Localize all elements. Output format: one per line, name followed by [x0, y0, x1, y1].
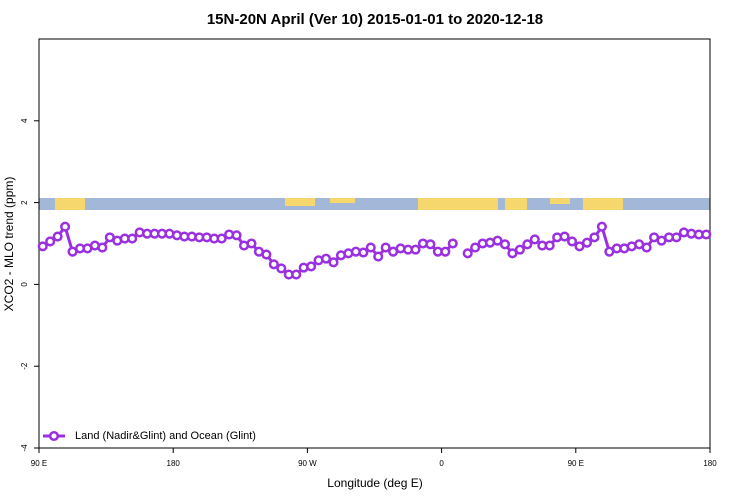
point [581, 237, 593, 248]
y-tick-label: -2 [20, 362, 29, 370]
point [529, 234, 540, 245]
point [216, 233, 227, 244]
point [373, 251, 384, 262]
point [291, 269, 302, 280]
x-tick-label: 90 E [568, 459, 584, 468]
y-tick-label: 0 [20, 282, 29, 287]
point [447, 238, 458, 249]
x-axis-label: Longitude (deg E) [327, 476, 422, 490]
point [45, 236, 56, 247]
point [567, 236, 578, 247]
point [37, 241, 48, 252]
point [97, 242, 108, 253]
map-strip [39, 198, 710, 210]
point [440, 246, 451, 257]
point [231, 230, 242, 241]
x-tick-label: 90 E [31, 459, 47, 468]
point [544, 240, 555, 251]
point [410, 244, 421, 255]
y-axis-label: XCO2 - MLO trend (ppm) [2, 177, 16, 312]
chart-title: 15N-20N April (Ver 10) 2015-01-01 to 202… [207, 11, 543, 28]
legend-marker [48, 430, 60, 442]
point [559, 231, 570, 242]
point [425, 239, 436, 250]
y-tick-label: 4 [20, 118, 29, 123]
x-tick-label: 180 [167, 459, 181, 468]
x-tick-label: 0 [439, 459, 444, 468]
point [596, 221, 607, 232]
point [268, 259, 279, 270]
point [462, 248, 473, 259]
point [507, 248, 518, 259]
legend-label: Land (Nadir&Glint) and Ocean (Glint) [75, 430, 256, 442]
point [261, 249, 272, 260]
point [499, 239, 511, 250]
plot-frame [38, 38, 711, 449]
point [492, 235, 503, 246]
point [127, 233, 138, 244]
point [306, 261, 317, 272]
x-tick-label: 180 [703, 459, 717, 468]
point [522, 239, 533, 250]
y-tick-label: 2 [20, 200, 29, 205]
point [276, 263, 287, 274]
point [641, 242, 652, 253]
point [328, 257, 339, 268]
point [671, 232, 682, 243]
point [380, 242, 391, 253]
point [320, 253, 332, 264]
point [470, 242, 481, 253]
point [358, 247, 369, 258]
point [365, 242, 376, 253]
point [589, 232, 600, 243]
point [514, 244, 525, 255]
point [246, 238, 257, 249]
x-tick-label: 90 W [298, 459, 317, 468]
point [701, 229, 712, 240]
point [574, 241, 585, 252]
point [60, 221, 71, 232]
point [52, 231, 63, 242]
y-tick-label: -4 [20, 444, 29, 452]
